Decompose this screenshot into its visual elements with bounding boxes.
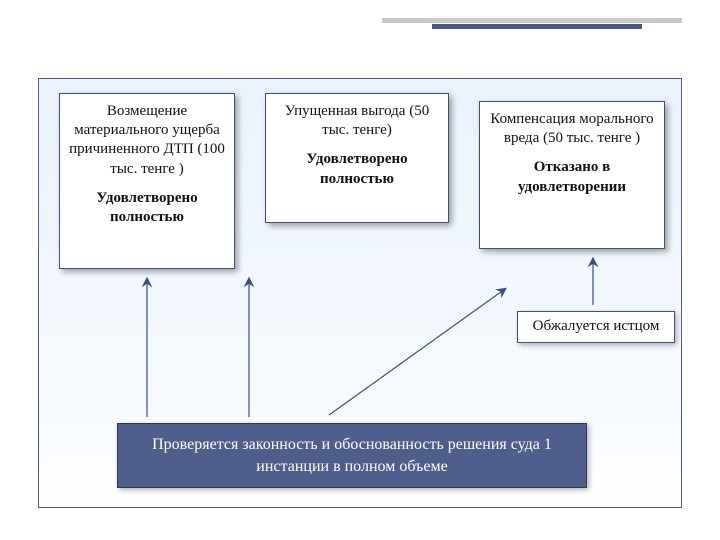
slide: Возмещение материального ущерба причинен… — [0, 0, 720, 540]
card-status: Удовлетворено полностью — [66, 189, 228, 227]
card-status: Удовлетворено полностью — [272, 150, 442, 188]
main-panel: Возмещение материального ущерба причинен… — [38, 78, 682, 508]
card-title: Компенсация морального вреда (50 тыс. те… — [486, 110, 658, 148]
card-title: Упущенная выгода (50 тыс. тенге) — [272, 102, 442, 140]
legality-check-box: Проверяется законность и обоснованность … — [117, 423, 587, 488]
top-bar-dark — [432, 24, 642, 29]
card-moral-damage: Компенсация морального вреда (50 тыс. те… — [479, 101, 665, 249]
appeal-label: Обжалуется истцом — [533, 318, 660, 334]
card-status: Отказано в удовлетворении — [486, 158, 658, 196]
arrow-bottom-to-card3_diag — [329, 289, 505, 415]
card-material-damage: Возмещение материального ущерба причинен… — [59, 93, 235, 269]
card-lost-profit: Упущенная выгода (50 тыс. тенге) Удовлет… — [265, 93, 449, 223]
card-title: Возмещение материального ущерба причинен… — [66, 102, 228, 179]
legality-check-label: Проверяется законность и обоснованность … — [152, 436, 552, 475]
top-bar-light — [382, 18, 682, 23]
appeal-box: Обжалуется истцом — [517, 311, 675, 343]
